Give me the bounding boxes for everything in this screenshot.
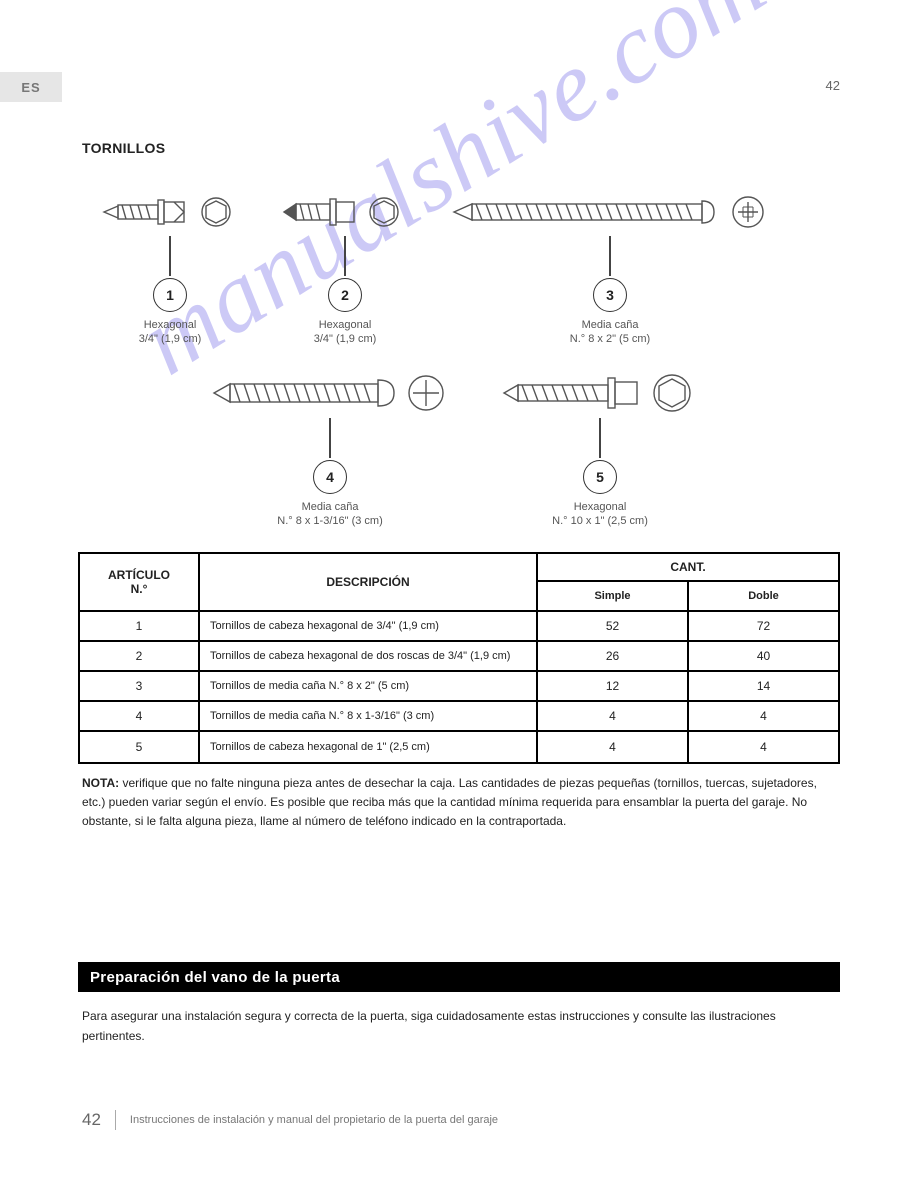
item-number-circle: 3 [593, 278, 627, 312]
screws-row-2: 4 Media caña N.° 8 x 1-3/16" (3 cm) 5 He… [210, 370, 730, 510]
closing-paragraph: Para asegurar una instalación segura y c… [82, 1006, 834, 1047]
table-row: 3 Tornillos de media caña N.° 8 x 2" (5 … [80, 672, 838, 702]
cell-qty-double: 72 [689, 612, 838, 640]
table-row: 1 Tornillos de cabeza hexagonal de 3/4" … [80, 612, 838, 642]
language-tab: ES [0, 72, 62, 102]
screw-item-3: 3 Media caña N.° 8 x 2" (5 cm) [450, 190, 770, 347]
table-row: 4 Tornillos de media caña N.° 8 x 1-3/16… [80, 702, 838, 732]
parts-table: ARTÍCULO N.° DESCRIPCIÓN CANT. Simple Do… [78, 552, 840, 764]
cell-item: 3 [80, 672, 200, 700]
cell-qty-double: 14 [689, 672, 838, 700]
screw-label: Media caña N.° 8 x 1-3/16" (3 cm) [277, 500, 383, 529]
screw-item-4: 4 Media caña N.° 8 x 1-3/16" (3 cm) [210, 370, 450, 529]
col-header-qty: CANT. [538, 554, 838, 582]
cell-item: 5 [80, 732, 200, 762]
item-number-circle: 5 [583, 460, 617, 494]
pointer-line [344, 236, 346, 276]
pointer-line [599, 418, 601, 458]
pan-head-long-icon [450, 190, 770, 234]
cell-item: 1 [80, 612, 200, 640]
pointer-line [169, 236, 171, 276]
cell-qty-single: 4 [538, 732, 689, 762]
page-number-top: 42 [826, 78, 840, 93]
item-number-circle: 4 [313, 460, 347, 494]
cell-qty-single: 26 [538, 642, 689, 670]
cell-desc: Tornillos de cabeza hexagonal de 1" (2,5… [200, 732, 538, 762]
cell-item: 2 [80, 642, 200, 670]
section-bar-prep: Preparación del vano de la puerta [78, 962, 840, 992]
cell-desc: Tornillos de media caña N.° 8 x 2" (5 cm… [200, 672, 538, 700]
cell-qty-single: 52 [538, 612, 689, 640]
col-header-item: ARTÍCULO N.° [80, 554, 200, 610]
cell-desc: Tornillos de media caña N.° 8 x 1-3/16" … [200, 702, 538, 730]
cell-qty-single: 12 [538, 672, 689, 700]
pointer-line [609, 236, 611, 276]
col-header-single: Simple [538, 582, 689, 610]
cell-qty-single: 4 [538, 702, 689, 730]
item-number-circle: 1 [153, 278, 187, 312]
pan-head-medium-icon [210, 370, 450, 416]
section-title-screws: TORNILLOS [82, 140, 165, 156]
screws-row-1: 1 Hexagonal 3/4" (1,9 cm) 2 Hexagonal 3/… [100, 190, 800, 330]
hex-screw-point-icon [280, 190, 410, 234]
screw-item-5: 5 Hexagonal N.° 10 x 1" (2,5 cm) [500, 370, 700, 529]
cell-qty-double: 4 [689, 732, 838, 762]
screw-label: Hexagonal 3/4" (1,9 cm) [314, 318, 377, 347]
pointer-line [329, 418, 331, 458]
screw-label: Hexagonal 3/4" (1,9 cm) [139, 318, 202, 347]
hex-screw-drill-icon [100, 190, 240, 234]
table-row: 2 Tornillos de cabeza hexagonal de dos r… [80, 642, 838, 672]
screw-label: Media caña N.° 8 x 2" (5 cm) [570, 318, 650, 347]
hex-screw-washer-icon [500, 370, 700, 416]
col-header-desc: DESCRIPCIÓN [200, 554, 538, 610]
page: ES 42 manualshive.com TORNILLOS 1 Hexago [0, 0, 918, 1188]
footer-doc-title: Instrucciones de instalación y manual de… [116, 1114, 498, 1126]
screw-item-2: 2 Hexagonal 3/4" (1,9 cm) [280, 190, 410, 347]
note-paragraph: NOTA: verifique que no falte ninguna pie… [82, 774, 834, 832]
item-number-circle: 2 [328, 278, 362, 312]
screw-label: Hexagonal N.° 10 x 1" (2,5 cm) [552, 500, 648, 529]
cell-qty-double: 40 [689, 642, 838, 670]
cell-desc: Tornillos de cabeza hexagonal de 3/4" (1… [200, 612, 538, 640]
cell-qty-double: 4 [689, 702, 838, 730]
note-body: verifique que no falte ninguna pieza ant… [82, 776, 817, 828]
note-label: NOTA: [82, 776, 119, 790]
footer: 42 Instrucciones de instalación y manual… [82, 1110, 498, 1130]
col-header-double: Doble [689, 582, 838, 610]
footer-page-number: 42 [82, 1110, 116, 1130]
screw-item-1: 1 Hexagonal 3/4" (1,9 cm) [100, 190, 240, 347]
table-row: 5 Tornillos de cabeza hexagonal de 1" (2… [80, 732, 838, 762]
table-header-row: ARTÍCULO N.° DESCRIPCIÓN CANT. Simple Do… [80, 554, 838, 612]
col-header-qty-group: CANT. Simple Doble [538, 554, 838, 610]
cell-item: 4 [80, 702, 200, 730]
cell-desc: Tornillos de cabeza hexagonal de dos ros… [200, 642, 538, 670]
